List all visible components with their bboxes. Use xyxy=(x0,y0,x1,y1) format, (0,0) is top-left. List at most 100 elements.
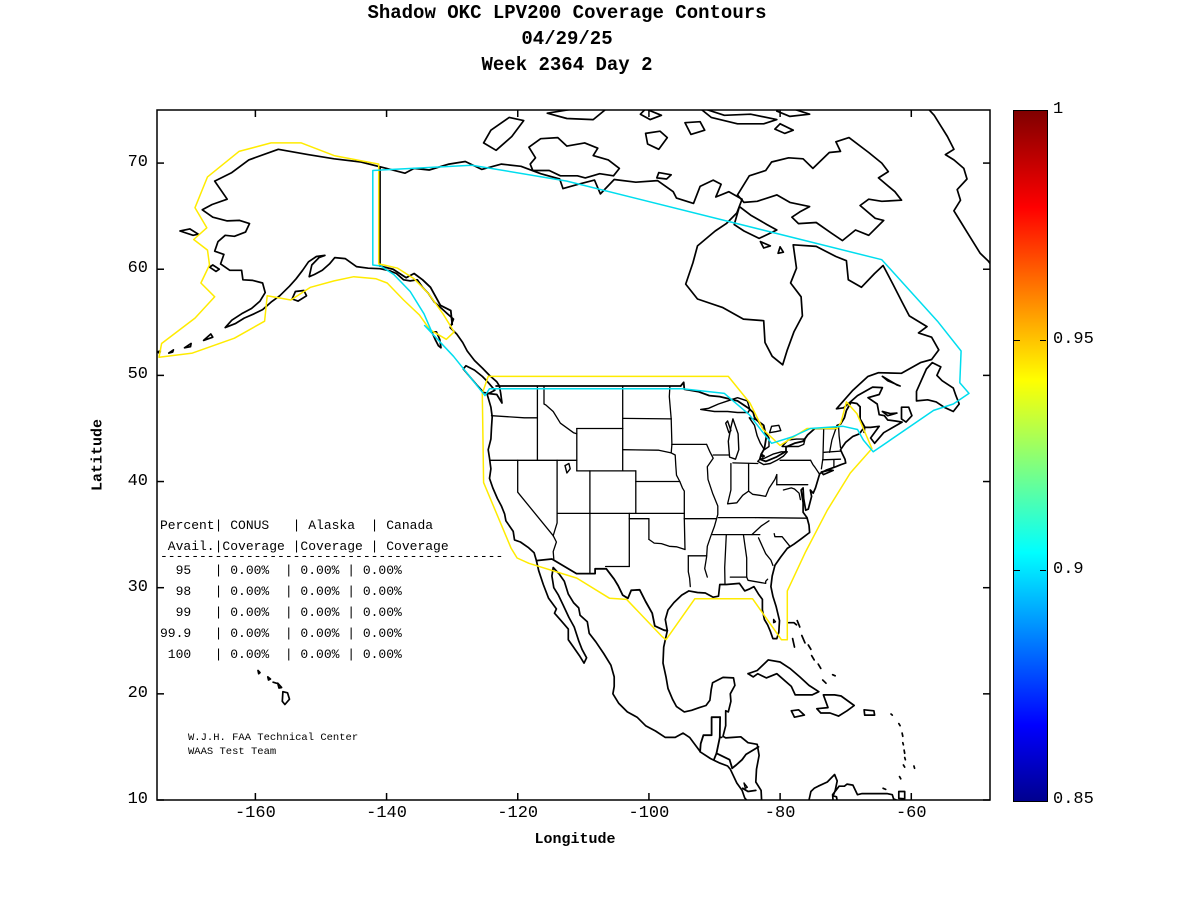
coastline xyxy=(257,669,261,675)
state-borders xyxy=(822,458,842,461)
coastline xyxy=(736,136,903,242)
coastline xyxy=(810,654,816,661)
coastline xyxy=(179,228,200,237)
state-borders xyxy=(668,385,672,420)
x-tick-label: -80 xyxy=(764,804,796,823)
coastline xyxy=(897,722,901,727)
state-borders xyxy=(732,462,759,465)
coverage-table-rows: 95 | 0.00% | 0.00% | 0.00% 98 | 0.00% | … xyxy=(160,563,402,662)
colorbar-tick xyxy=(1040,570,1046,571)
coastline xyxy=(183,342,192,349)
state-borders xyxy=(828,427,837,453)
coastline xyxy=(890,713,894,716)
coastline xyxy=(902,764,906,768)
coastline xyxy=(881,375,901,387)
state-borders xyxy=(670,443,681,483)
coastline xyxy=(208,264,221,273)
coastline xyxy=(774,122,795,135)
coastline xyxy=(820,469,835,476)
coastline xyxy=(291,289,308,302)
state-borders xyxy=(552,535,558,560)
coastline xyxy=(901,732,904,738)
coastline xyxy=(167,349,175,354)
lakes xyxy=(727,418,740,460)
national-borders xyxy=(718,716,723,739)
y-tick-label: 60 xyxy=(127,259,148,279)
coastline xyxy=(901,741,905,746)
state-borders xyxy=(822,427,825,461)
footer-line-1: W.J.H. FAA Technical Center xyxy=(188,732,359,744)
state-borders xyxy=(622,449,672,454)
lakes xyxy=(564,462,571,474)
state-borders xyxy=(837,424,842,449)
coastline xyxy=(882,787,887,791)
coastline xyxy=(897,790,906,800)
x-axis-title: Longitude xyxy=(534,831,616,848)
state-borders xyxy=(490,415,539,419)
coverage-table-header: Percent| CONUS | Alaska | Canada Avail.|… xyxy=(160,518,449,554)
colorbar-tick xyxy=(1040,340,1046,341)
coastline xyxy=(546,110,607,121)
state-borders xyxy=(742,533,748,578)
state-borders xyxy=(648,538,686,551)
footer-line-2: WAAS Test Team xyxy=(188,746,277,758)
title-line-1: Shadow OKC LPV200 Coverage Contours xyxy=(367,2,767,24)
footer-credit: W.J.H. FAA Technical Center WAAS Test Te… xyxy=(188,731,358,759)
y-tick-label: 30 xyxy=(127,577,148,597)
state-borders xyxy=(823,450,842,453)
national-borders xyxy=(715,752,734,770)
coastline xyxy=(808,773,899,800)
coastline xyxy=(281,690,291,706)
coastline xyxy=(759,240,772,249)
coastline xyxy=(482,116,525,152)
x-tick-label: -60 xyxy=(895,804,927,823)
state-borders xyxy=(724,533,727,586)
title-line-2: 04/29/25 xyxy=(521,28,613,50)
national-borders xyxy=(741,787,757,793)
colorbar-tick-label: 0.95 xyxy=(1053,330,1094,349)
coastline xyxy=(655,171,673,180)
coastline xyxy=(898,775,902,780)
lakes xyxy=(757,451,788,466)
coastline xyxy=(272,681,278,685)
coastline xyxy=(276,682,283,689)
state-borders xyxy=(543,385,578,435)
coastline xyxy=(817,663,822,670)
coastline xyxy=(800,634,806,644)
coastline xyxy=(790,708,806,719)
coastline xyxy=(881,410,898,417)
coastline xyxy=(430,331,442,349)
coastline xyxy=(775,110,811,118)
coastline xyxy=(266,676,272,681)
coastline xyxy=(777,246,785,255)
coastline xyxy=(903,756,907,761)
coastline xyxy=(791,637,796,648)
state-borders xyxy=(552,459,558,537)
x-tick-label: -120 xyxy=(497,804,539,823)
y-axis-title: Latitude xyxy=(89,418,107,492)
state-borders xyxy=(687,555,691,588)
y-tick-label: 10 xyxy=(127,790,148,809)
coastline xyxy=(787,621,798,626)
state-borders xyxy=(782,487,802,501)
y-tick-label: 70 xyxy=(127,153,148,173)
colorbar-tick-label: 0.85 xyxy=(1053,790,1094,809)
national-borders xyxy=(713,736,721,761)
state-borders xyxy=(820,459,824,470)
state-borders xyxy=(773,532,791,547)
coastline xyxy=(915,361,961,413)
coastline xyxy=(796,619,801,628)
lakes xyxy=(768,424,782,434)
national-borders xyxy=(679,381,837,463)
x-tick-label: -160 xyxy=(234,804,276,823)
state-borders xyxy=(622,417,672,420)
state-borders xyxy=(704,443,719,578)
colorbar xyxy=(1013,110,1048,802)
state-borders xyxy=(751,520,770,536)
coastline xyxy=(202,333,214,342)
national-borders xyxy=(731,746,760,770)
title-line-3: Week 2364 Day 2 xyxy=(481,54,653,76)
coastline xyxy=(913,765,916,770)
figure-title: Shadow OKC LPV200 Coverage Contours 04/2… xyxy=(0,0,1134,78)
